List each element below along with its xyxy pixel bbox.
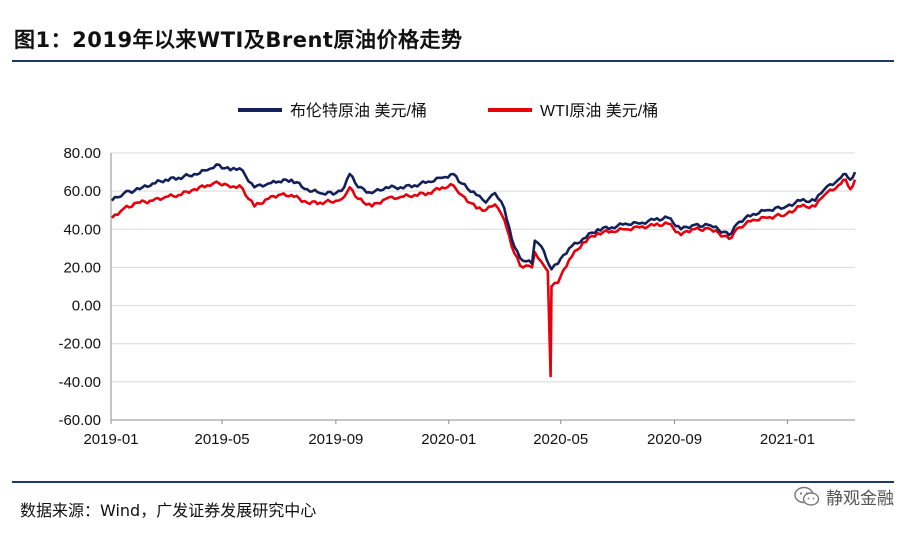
price-line-chart: 布伦特原油 美元/桶 WTI原油 美元/桶 80.00 60.00 40.00 20.…: [58, 102, 857, 448]
x-tick-label: 2019-09: [308, 431, 363, 448]
watermark-text: 静观金融: [826, 489, 894, 509]
chart-axes: 80.00 60.00 40.00 20.00 0.00 -20.00 -40.00 -60.…: [58, 145, 855, 448]
y-tick-label: -20.00: [58, 336, 101, 353]
y-tick-label: 40.00: [63, 221, 101, 238]
watermark: 静观金融: [794, 484, 894, 509]
x-tick-label: 2019-01: [83, 431, 138, 448]
wechat-icon: [794, 486, 820, 506]
chart-legend: 布伦特原油 美元/桶 WTI原油 美元/桶: [238, 102, 658, 120]
source-note: 数据来源：Wind，广发证券发展研究中心: [20, 501, 317, 520]
x-tick-label: 2020-01: [421, 431, 476, 448]
y-tick-label: 60.00: [63, 183, 101, 200]
footer-rule: [12, 481, 894, 483]
series-line-wti: [110, 178, 857, 378]
x-tick-label: 2020-05: [533, 431, 588, 448]
chart-series: [110, 163, 857, 378]
y-tick-label: -40.00: [58, 374, 101, 391]
legend-label-wti: WTI原油 美元/桶: [540, 102, 658, 120]
x-tick-label: 2021-01: [760, 431, 815, 448]
x-tick-label: 2020-09: [647, 431, 702, 448]
x-tick-label: 2019-05: [195, 431, 250, 448]
y-tick-label: 0.00: [72, 298, 101, 315]
y-tick-label: -60.00: [58, 412, 101, 429]
series-line-brent: [110, 163, 857, 271]
page-title: 图1：2019年以来WTI及Brent原油价格走势: [14, 28, 463, 52]
y-tick-label: 20.00: [63, 259, 101, 276]
title-rule: [12, 60, 894, 62]
legend-label-brent: 布伦特原油 美元/桶: [290, 102, 427, 120]
chart-grid: [111, 152, 855, 383]
y-tick-label: 80.00: [63, 145, 101, 162]
